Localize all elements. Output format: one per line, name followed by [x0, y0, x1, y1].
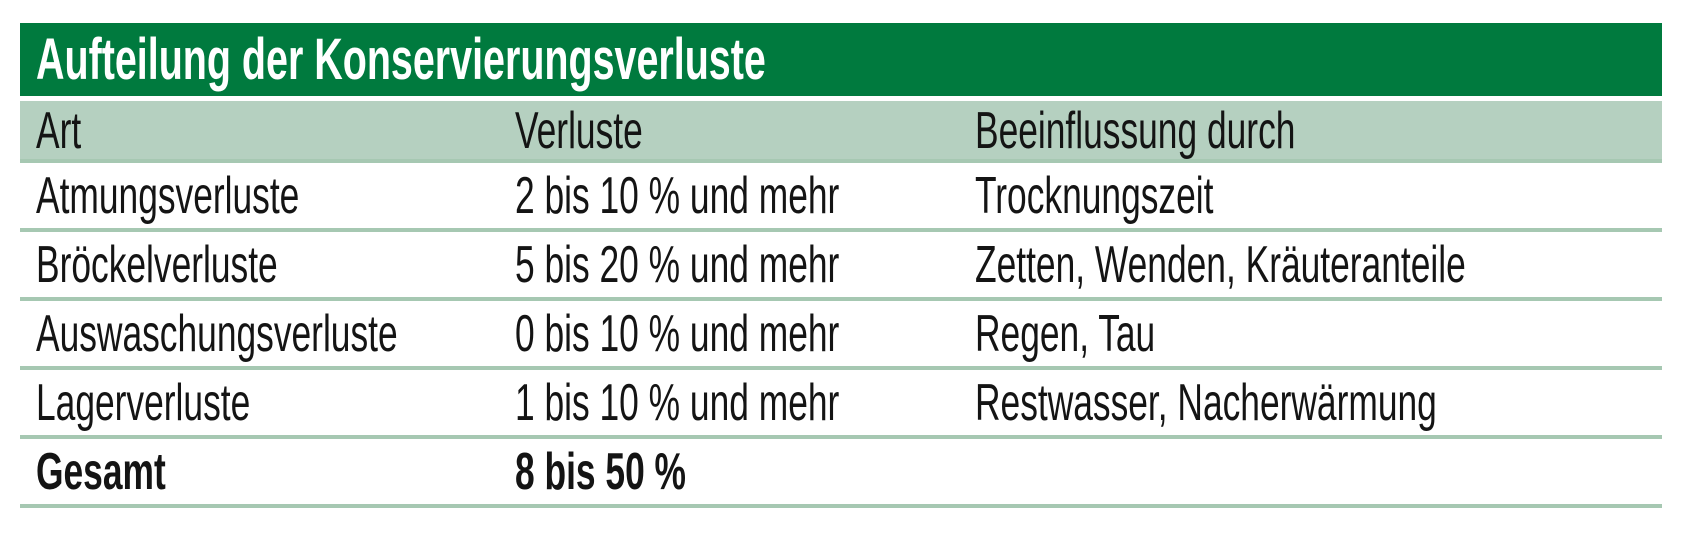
table-total-row: Gesamt 8 bis 50 % [20, 439, 1662, 508]
conservation-losses-table: Aufteilung der Konservierungsverluste Ar… [20, 23, 1662, 508]
cell-art: Bröckelverluste [36, 235, 278, 294]
column-header-beeinflussung: Beeinflussung durch [975, 102, 1296, 160]
cell-verluste-total: 8 bis 50 % [515, 442, 686, 501]
cell-verluste: 1 bis 10 % und mehr [515, 373, 840, 432]
cell-art-total: Gesamt [36, 442, 166, 501]
cell-art: Lagerverluste [36, 373, 251, 432]
column-header-verluste: Verluste [515, 102, 643, 160]
table-row-lagerverluste: Lagerverluste 1 bis 10 % und mehr Restwa… [20, 370, 1662, 439]
cell-beeinflussung: Regen, Tau [975, 304, 1156, 363]
table-row-broeckelverluste: Bröckelverluste 5 bis 20 % und mehr Zett… [20, 232, 1662, 301]
table-row-atmungsverluste: Atmungsverluste 2 bis 10 % und mehr Troc… [20, 163, 1662, 232]
table-row-auswaschungsverluste: Auswaschungsverluste 0 bis 10 % und mehr… [20, 301, 1662, 370]
table-title: Aufteilung der Konservierungsverluste [36, 27, 766, 92]
cell-verluste: 2 bis 10 % und mehr [515, 166, 840, 225]
cell-beeinflussung-total [975, 442, 1662, 502]
cell-art: Atmungsverluste [36, 166, 300, 225]
cell-beeinflussung: Zetten, Wenden, Kräuteranteile [975, 235, 1466, 294]
cell-beeinflussung: Trocknungszeit [975, 166, 1214, 225]
cell-verluste: 0 bis 10 % und mehr [515, 304, 840, 363]
table-title-bar: Aufteilung der Konservierungsverluste [20, 23, 1662, 96]
cell-beeinflussung: Restwasser, Nacherwärmung [975, 373, 1437, 432]
table-header-row: Art Verluste Beeinflussung durch [20, 101, 1662, 163]
cell-verluste: 5 bis 20 % und mehr [515, 235, 840, 294]
column-header-art: Art [36, 102, 82, 160]
cell-art: Auswaschungsverluste [36, 304, 398, 363]
